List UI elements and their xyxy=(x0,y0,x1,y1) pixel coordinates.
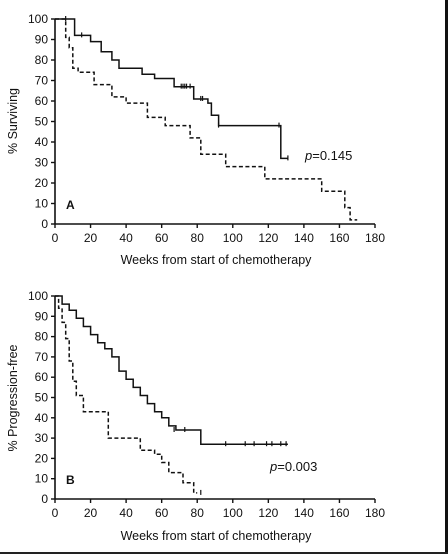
panel-a-y-tick-label: 30 xyxy=(35,156,49,170)
panel-a-x-tick-label: 100 xyxy=(223,231,243,245)
panel-b-y-tick-label: 10 xyxy=(35,472,49,486)
panel-a-x-tick-label: 80 xyxy=(191,231,205,245)
panel-b-y-axis-label: % Progression-free xyxy=(6,344,20,451)
panel-a-marks xyxy=(55,16,358,221)
panel-a-y-tick-label: 20 xyxy=(35,176,49,190)
panel-a-x-tick-label: 40 xyxy=(119,231,133,245)
panel-b-solid-curve xyxy=(55,295,288,445)
panel-a-x-tick-label: 60 xyxy=(155,231,169,245)
panel-a-y-tick-label: 0 xyxy=(41,217,48,231)
panel-b-y-tick-label: 100 xyxy=(28,289,48,303)
panel-b-y-tick-label: 40 xyxy=(35,411,49,425)
panel-b-p-value: p=0.003 xyxy=(269,459,317,474)
panel-a-x-tick-label: 0 xyxy=(52,231,59,245)
panel-a-x-tick-label: 180 xyxy=(365,231,385,245)
panel-b-x-tick-label: 140 xyxy=(294,506,314,520)
image-border-right xyxy=(445,0,448,554)
panel-b-x-tick-label: 20 xyxy=(84,506,98,520)
panel-b-y-tick-label: 90 xyxy=(35,309,49,323)
panel-b-x-tick-label: 0 xyxy=(52,506,59,520)
panel-a-chart: 0 10 20 30 40 50 60 70 80 90 100 0 20 40 60 80 100 120 140… xyxy=(6,12,385,267)
panel-b-x-tick-label: 100 xyxy=(223,506,243,520)
panel-b-x-tick-label: 40 xyxy=(119,506,133,520)
panel-a-y-tick-label: 60 xyxy=(35,94,49,108)
panel-a-x-axis-label: Weeks from start of chemotherapy xyxy=(121,253,313,267)
panel-a-y-tick-label: 40 xyxy=(35,135,49,149)
panel-b-y-tick-label: 50 xyxy=(35,391,49,405)
panel-a-axes: 0 10 20 30 40 50 60 70 80 90 100 0 20 40 60 80 100 120 140… xyxy=(28,12,385,245)
panel-b-y-tick-label: 0 xyxy=(41,492,48,506)
panel-a-y-tick-label: 100 xyxy=(28,12,48,26)
panel-a-p-value: p=0.145 xyxy=(304,148,352,163)
panel-b-y-tick-label: 80 xyxy=(35,330,49,344)
panel-a-y-tick-label: 70 xyxy=(35,74,49,88)
panel-a-x-tick-label: 140 xyxy=(294,231,314,245)
panel-b-y-tick-label: 60 xyxy=(35,370,49,384)
panel-a-y-axis-label: % Surviving xyxy=(6,88,20,154)
panel-b-y-tick-label: 70 xyxy=(35,350,49,364)
panel-a-p-symbol: p xyxy=(304,148,312,163)
panel-a-x-tick-label: 160 xyxy=(329,231,349,245)
image-border-bottom xyxy=(0,552,448,554)
panel-a-y-tick-label: 90 xyxy=(35,33,49,47)
panel-b-marks xyxy=(55,295,288,495)
panel-b-x-axis-label: Weeks from start of chemotherapy xyxy=(121,529,313,543)
panel-b-x-tick-label: 60 xyxy=(155,506,169,520)
panel-b-dashed-curve xyxy=(55,295,198,494)
panel-a-p-text: =0.145 xyxy=(312,148,352,163)
panel-b-axes: 0 10 20 30 40 50 60 70 80 90 100 0 20 40 60 80 100 120 140… xyxy=(28,289,385,520)
panel-a-x-tick-label: 120 xyxy=(258,231,278,245)
panel-b-y-tick-label: 30 xyxy=(35,431,49,445)
panel-b-x-tick-label: 120 xyxy=(258,506,278,520)
panel-a-y-tick-label: 10 xyxy=(35,197,49,211)
panel-b-x-tick-label: 80 xyxy=(191,506,205,520)
panel-a-dashed-curve xyxy=(55,18,358,221)
panel-a-y-tick-label: 80 xyxy=(35,53,49,67)
panel-a-x-tick-label: 20 xyxy=(84,231,98,245)
panel-b-p-symbol: p xyxy=(269,459,277,474)
panel-b-x-tick-label: 180 xyxy=(365,506,385,520)
panel-b-chart: 0 10 20 30 40 50 60 70 80 90 100 0 20 40 60 80 100 120 140… xyxy=(6,289,385,543)
panel-b-label: B xyxy=(66,473,75,487)
panel-a-y-tick-label: 50 xyxy=(35,115,49,129)
panel-b-x-tick-label: 160 xyxy=(329,506,349,520)
panel-a-solid-curve xyxy=(55,18,288,160)
panel-b-y-tick-label: 20 xyxy=(35,451,49,465)
panel-a-label: A xyxy=(66,198,75,212)
panel-b-p-text: =0.003 xyxy=(277,459,317,474)
